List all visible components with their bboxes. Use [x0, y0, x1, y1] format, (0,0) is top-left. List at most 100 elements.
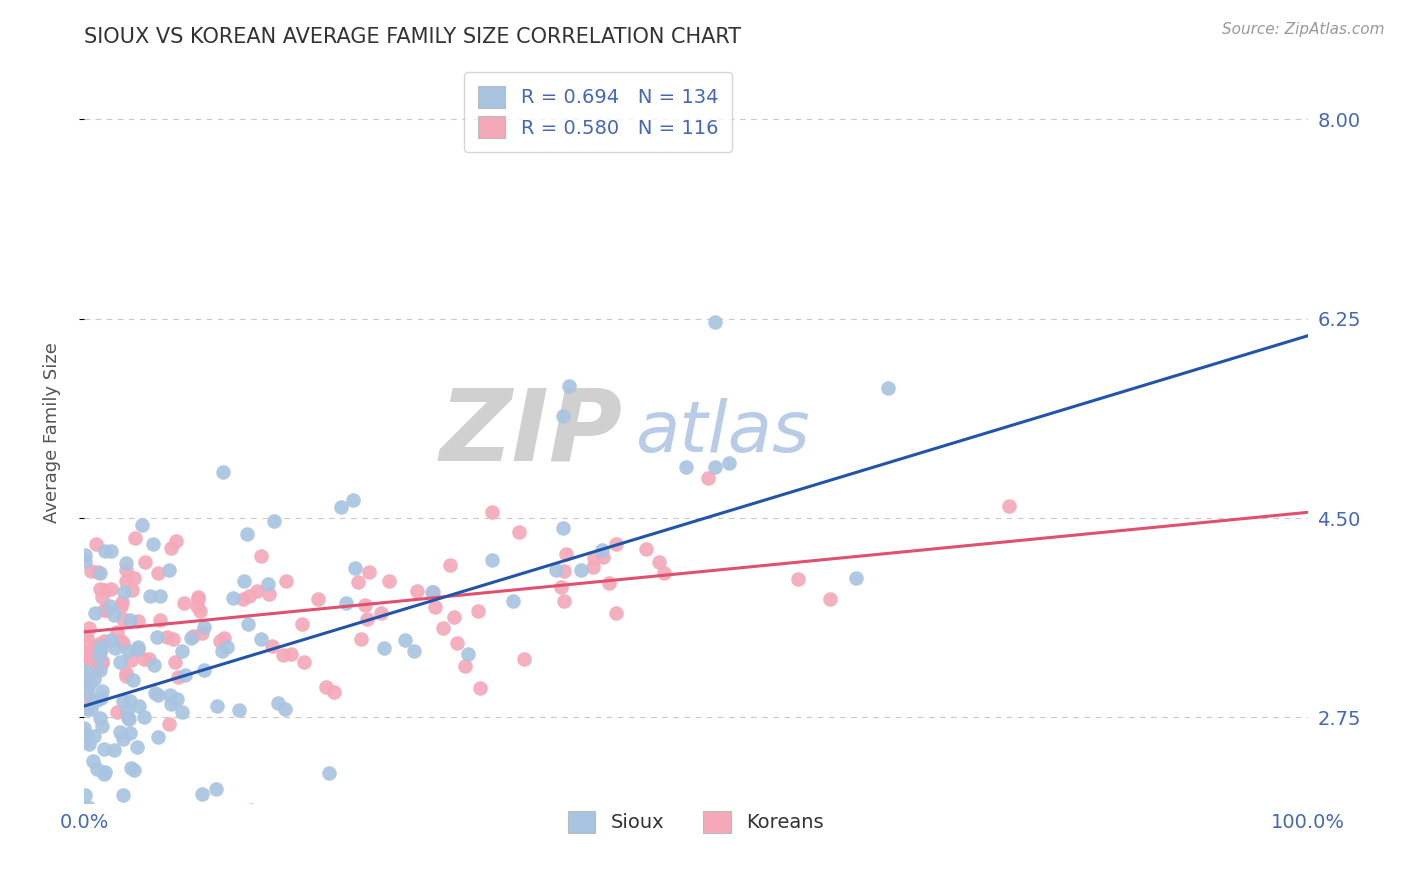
Point [378, 574, 401, 588]
Point [675, 459, 697, 474]
Point [342, 492, 364, 507]
Point [508, 524, 530, 539]
Point [187, 590, 209, 604]
Point [818, 592, 841, 607]
Point [80, 564, 103, 578]
Point [315, 680, 337, 694]
Point [148, 688, 170, 702]
Point [75, 648, 97, 662]
Point [648, 555, 671, 569]
Point [114, 556, 136, 570]
Point [591, 543, 613, 558]
Point [420, 585, 443, 599]
Point [157, 563, 180, 577]
Point [76, 631, 98, 645]
Point [267, 696, 290, 710]
Point [373, 641, 395, 656]
Point [76, 821, 98, 835]
Point [356, 612, 378, 626]
Point [77, 679, 100, 693]
Point [83, 672, 105, 686]
Point [546, 563, 568, 577]
Point [127, 640, 149, 654]
Point [118, 725, 141, 739]
Point [146, 566, 169, 581]
Point [110, 634, 132, 648]
Point [191, 625, 214, 640]
Point [259, 587, 281, 601]
Point [308, 591, 330, 606]
Point [138, 652, 160, 666]
Point [84, 606, 107, 620]
Point [193, 620, 215, 634]
Point [204, 782, 226, 797]
Point [77, 651, 100, 665]
Point [157, 717, 180, 731]
Point [162, 632, 184, 647]
Point [103, 743, 125, 757]
Point [76, 702, 98, 716]
Point [718, 457, 741, 471]
Point [569, 563, 592, 577]
Point [73, 875, 96, 889]
Point [86, 693, 108, 707]
Point [115, 563, 138, 577]
Point [112, 636, 135, 650]
Point [423, 599, 446, 614]
Point [100, 582, 122, 597]
Point [84, 652, 107, 666]
Point [94, 583, 117, 598]
Point [112, 788, 135, 802]
Point [115, 669, 138, 683]
Point [139, 589, 162, 603]
Point [89, 664, 111, 678]
Point [160, 697, 183, 711]
Point [75, 789, 97, 803]
Point [90, 590, 112, 604]
Point [73, 851, 96, 865]
Point [134, 555, 156, 569]
Point [93, 603, 115, 617]
Point [165, 834, 187, 848]
Point [143, 686, 166, 700]
Point [112, 585, 135, 599]
Legend: Sioux, Koreans: Sioux, Koreans [557, 799, 835, 845]
Point [115, 574, 138, 588]
Point [149, 613, 172, 627]
Point [697, 471, 720, 485]
Point [357, 565, 380, 579]
Point [187, 592, 209, 607]
Point [104, 641, 127, 656]
Text: Source: ZipAtlas.com: Source: ZipAtlas.com [1222, 22, 1385, 37]
Point [211, 644, 233, 658]
Point [77, 800, 100, 814]
Point [292, 655, 315, 669]
Point [370, 606, 392, 620]
Point [845, 571, 868, 585]
Point [122, 763, 145, 777]
Point [105, 705, 128, 719]
Point [335, 596, 357, 610]
Point [454, 658, 477, 673]
Point [76, 730, 98, 744]
Y-axis label: Average Family Size: Average Family Size [42, 343, 60, 523]
Point [787, 572, 810, 586]
Point [257, 576, 280, 591]
Point [73, 646, 96, 660]
Point [79, 675, 101, 690]
Point [652, 566, 675, 580]
Point [111, 694, 134, 708]
Point [422, 585, 444, 599]
Point [87, 565, 110, 579]
Point [432, 621, 454, 635]
Point [110, 599, 132, 614]
Point [439, 558, 461, 572]
Point [115, 704, 138, 718]
Point [125, 641, 148, 656]
Point [84, 661, 107, 675]
Point [87, 648, 110, 663]
Point [232, 574, 254, 589]
Point [134, 710, 156, 724]
Point [121, 583, 143, 598]
Point [108, 655, 131, 669]
